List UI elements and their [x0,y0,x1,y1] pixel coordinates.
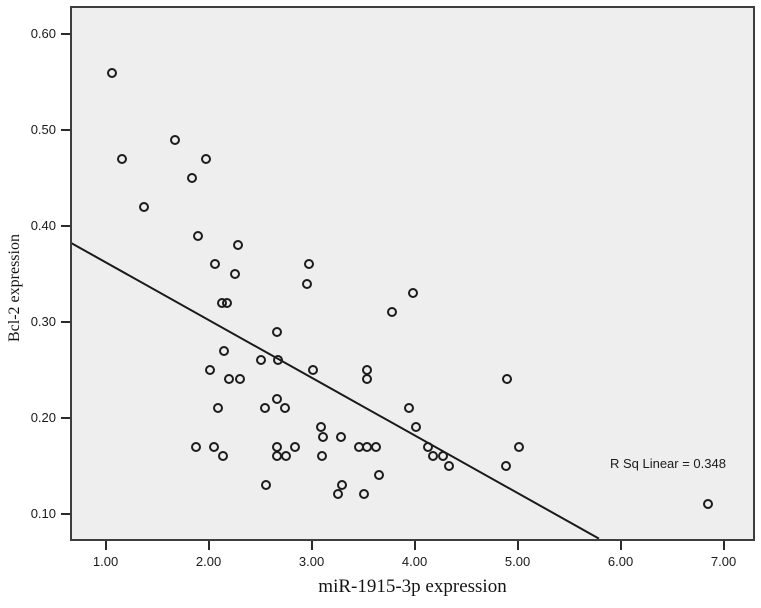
scatter-point [235,374,246,385]
y-tick-label: 0.20 [30,409,56,425]
scatter-point [204,364,215,375]
x-tick-label: 4.00 [401,554,428,569]
scatter-point [271,441,282,452]
regression-line [70,241,600,540]
x-axis-title: miR-1915-3p expression [318,576,507,597]
scatter-point [373,470,384,481]
x-tick [413,541,416,550]
scatter-point [337,479,348,490]
scatter-point [187,173,198,184]
x-tick [104,541,107,550]
scatter-point [222,297,233,308]
scatter-point [302,278,313,289]
y-tick [61,416,70,419]
y-tick-label: 0.40 [30,218,56,234]
scatter-point [271,393,282,404]
scatter-point [193,230,204,241]
scatter-point [362,441,373,452]
scatter-point [359,489,370,500]
scatter-point [201,153,212,164]
scatter-point [106,67,117,78]
scatter-point [260,403,271,414]
scatter-point [501,460,512,471]
scatter-point [371,441,382,452]
scatter-point [438,451,449,462]
x-tick-label: 7.00 [710,554,737,569]
scatter-point [230,268,241,279]
x-tick-label: 2.00 [195,554,222,569]
scatter-point [513,441,524,452]
y-tick-label: 0.30 [30,313,56,329]
scatter-point [362,374,373,385]
y-tick [61,320,70,323]
x-tick-label: 1.00 [92,554,119,569]
scatter-point [271,451,282,462]
scatter-point [422,441,433,452]
scatter-point [307,364,318,375]
scatter-point [271,326,282,337]
x-tick-label: 3.00 [298,554,325,569]
scatter-point [138,201,149,212]
scatter-point [317,431,328,442]
x-tick [207,541,210,550]
scatter-point [261,479,272,490]
scatter-point [316,451,327,462]
x-tick [619,541,622,550]
y-tick-label: 0.60 [30,26,56,42]
scatter-point [272,355,283,366]
scatter-point [218,345,229,356]
plot-area: R Sq Linear = 0.348 0.10 0.20 0.30 0.40 0.50… [31,6,755,569]
y-tick [61,33,70,36]
scatter-point [208,441,219,452]
scatter-point [502,374,513,385]
scatter-point [443,460,454,471]
scatter-point [315,422,326,433]
scatter-point [407,288,418,299]
y-axis-title: Bcl-2 expression [6,234,23,342]
y-tick-label: 0.50 [30,122,56,138]
x-tick [310,541,313,550]
scatter-point [212,403,223,414]
scatter-point [280,451,291,462]
x-tick-label: 5.00 [504,554,531,569]
scatter-point [169,134,180,145]
scatter-point [386,307,397,318]
scatter-point [217,451,228,462]
scatter-point [703,499,714,510]
scatter-point [279,403,290,414]
y-tick [61,512,70,515]
scatter-point [117,153,128,164]
y-tick-label: 0.10 [30,505,56,521]
scatter-point [336,431,347,442]
scatter-point [428,451,439,462]
x-tick [722,541,725,550]
scatter-point [290,441,301,452]
scatter-point [209,259,220,270]
y-tick [61,129,70,132]
r-squared-annotation: R Sq Linear = 0.348 [609,455,726,471]
scatter-point [191,441,202,452]
scatter-point [304,259,315,270]
x-tick-label: 6.00 [607,554,634,569]
scatter-point [404,403,415,414]
scatter-point [233,240,244,251]
scatter-point [410,422,421,433]
scatter-point [224,374,235,385]
x-tick [516,541,519,550]
scatter-point [333,489,344,500]
scatter-point [362,364,373,375]
scatter-point [256,355,267,366]
y-tick [61,225,70,228]
